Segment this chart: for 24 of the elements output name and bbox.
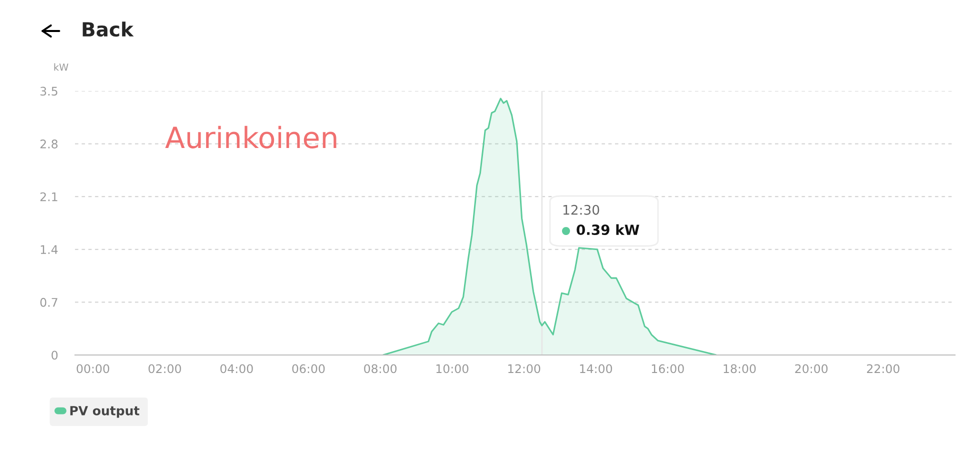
y-tick-label: 2.8 xyxy=(40,140,58,148)
x-tick-label: 16:00 xyxy=(652,364,684,374)
annotation: 0.39 kW xyxy=(576,224,640,236)
legend-label: PV output xyxy=(70,406,140,418)
x-tick-label: 12:00 xyxy=(508,364,540,374)
x-tick-label: 02:00 xyxy=(148,364,182,374)
x-tick-label: 08:00 xyxy=(364,364,397,374)
y-tick-label: 2.1 xyxy=(40,192,58,202)
x-tick-label: 04:00 xyxy=(220,364,253,374)
y-tick-label: 3.5 xyxy=(40,86,58,96)
x-tick-label: 18:00 xyxy=(724,364,756,374)
x-tick-label: 22:00 xyxy=(867,364,900,374)
x-tick-label: 10:00 xyxy=(436,364,468,374)
x-tick-label: 14:00 xyxy=(580,364,612,374)
x-tick-label: 00:00 xyxy=(76,364,110,374)
annotation: 12:30 xyxy=(563,204,600,215)
chart-title: Back xyxy=(82,22,134,37)
y-axis-title: kW xyxy=(54,63,68,71)
x-tick-label: 20:00 xyxy=(795,364,828,374)
y-tick-label: 0.7 xyxy=(40,298,58,307)
x-tick-label: 06:00 xyxy=(292,364,325,374)
y-tick-label: 0 xyxy=(52,350,58,360)
annotation: Aurinkoinen xyxy=(165,126,336,148)
y-tick-label: 1.4 xyxy=(40,245,58,254)
